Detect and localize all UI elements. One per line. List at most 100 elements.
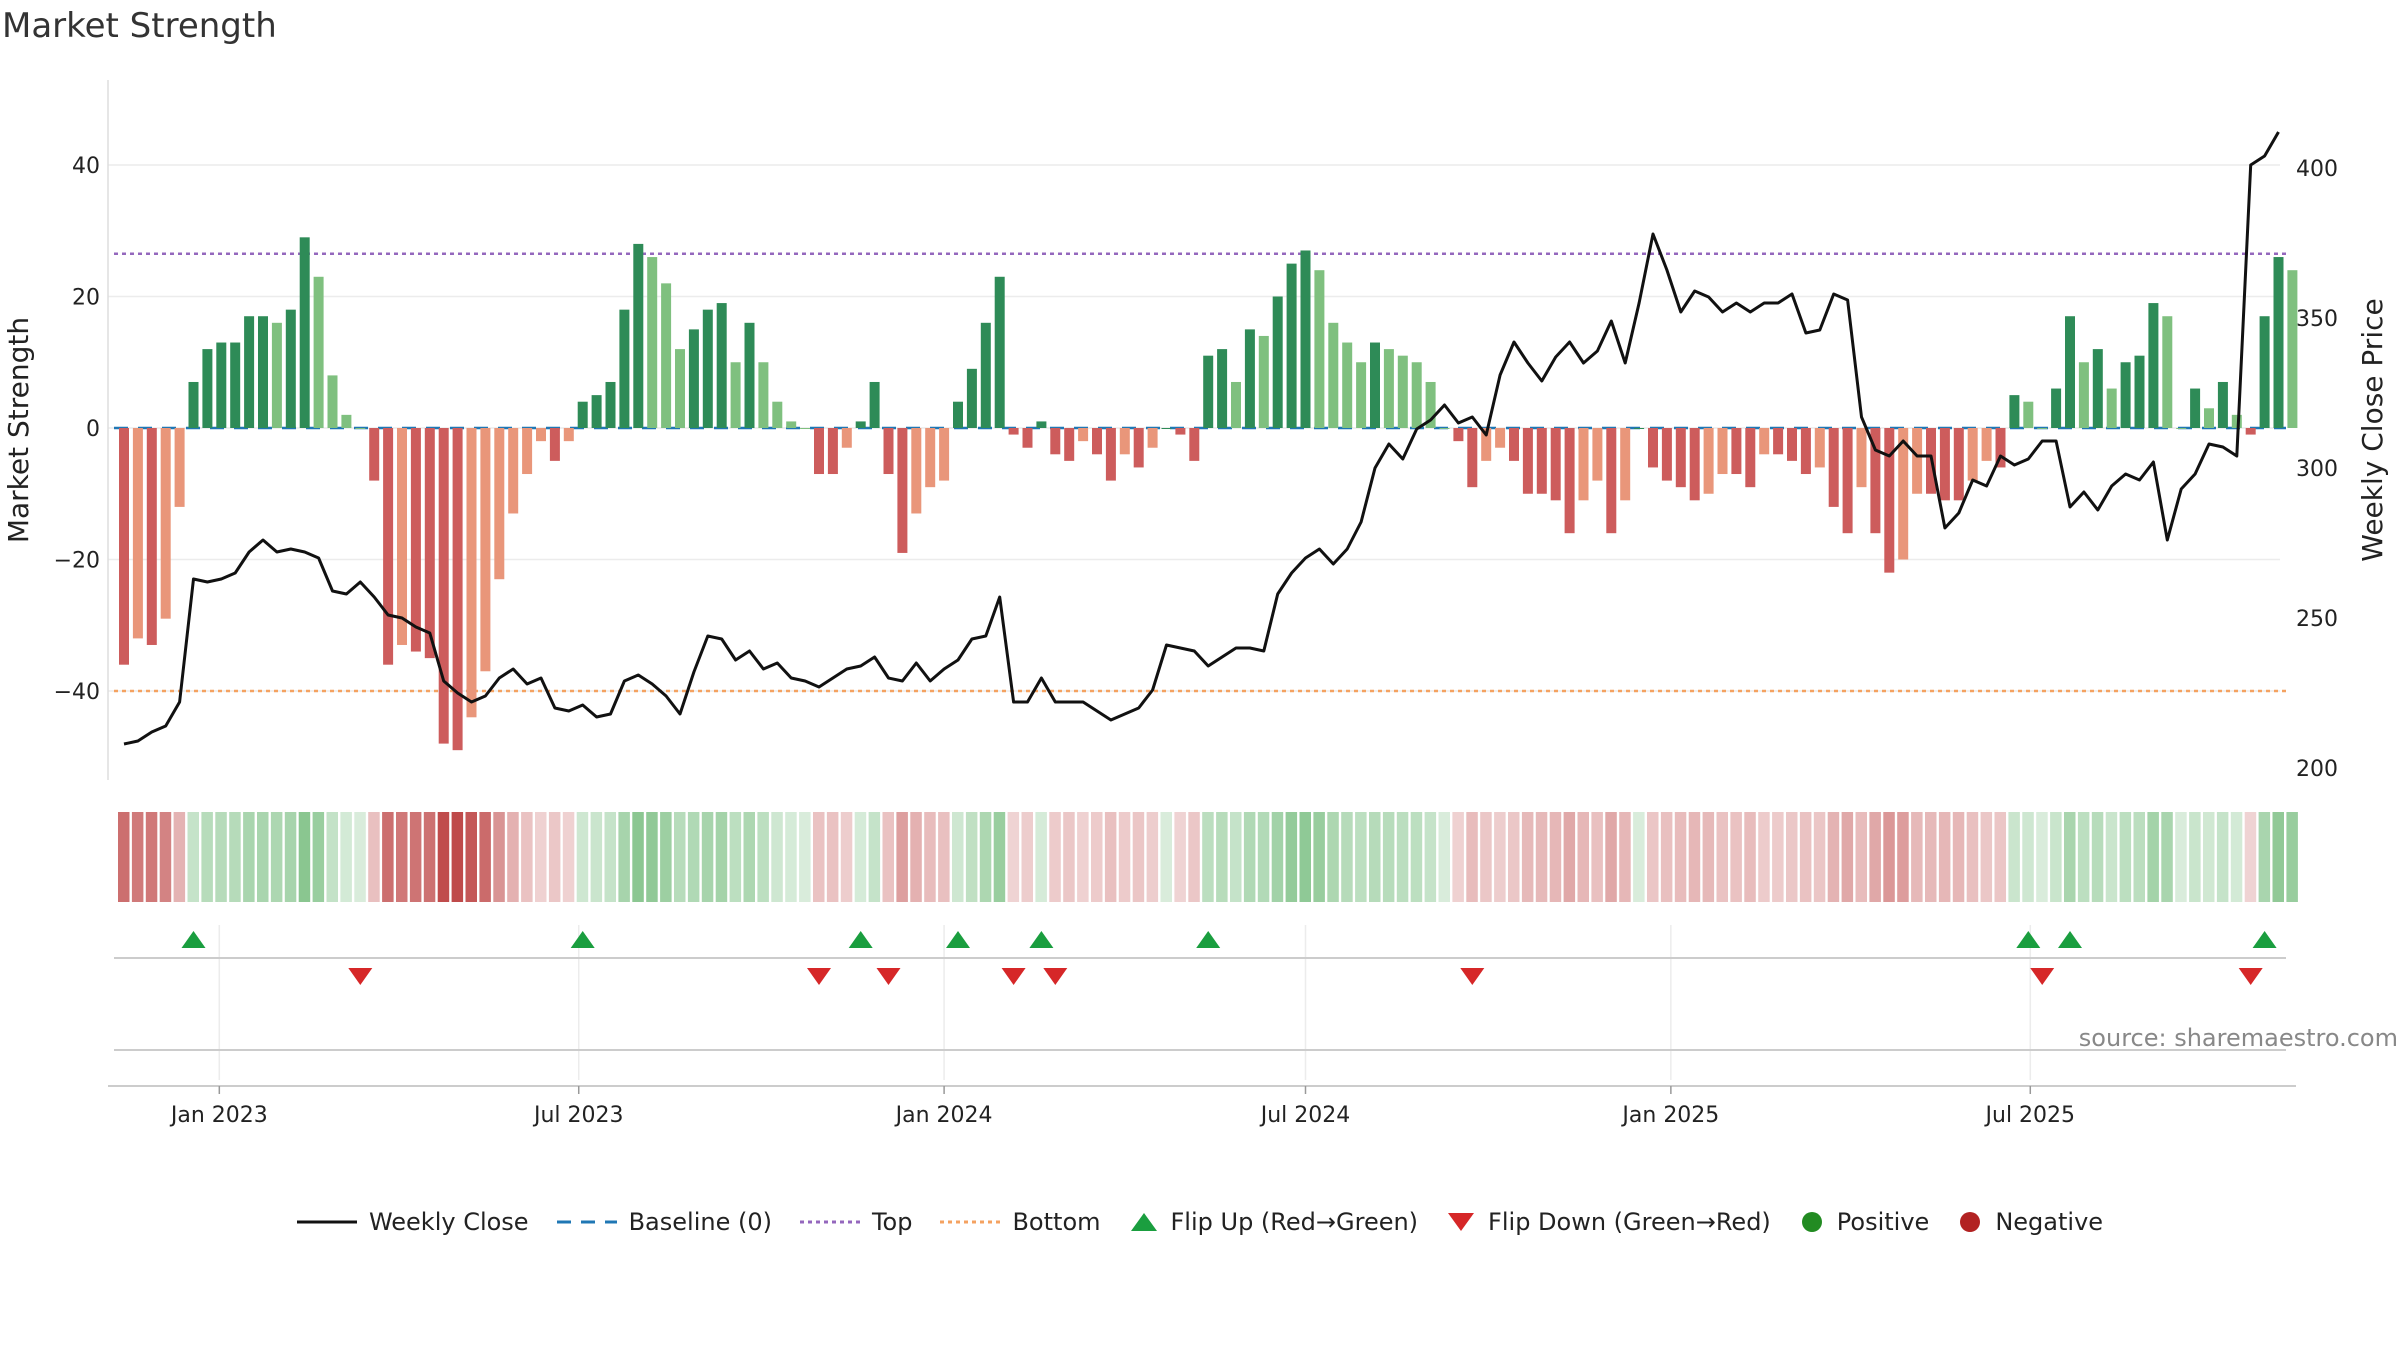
heat-cell <box>340 812 352 902</box>
strength-bar <box>577 401 588 428</box>
heat-cell <box>548 812 561 902</box>
y-tick-right: 200 <box>2296 757 2338 782</box>
heat-cell <box>1118 812 1131 902</box>
strength-bar <box>2273 257 2284 428</box>
strength-bar <box>410 428 421 652</box>
strength-bar <box>1717 428 1728 475</box>
strength-bar <box>758 362 769 428</box>
strength-bar <box>369 428 380 481</box>
legend-baseline: Baseline (0) <box>556 1208 772 1236</box>
strength-bar <box>2078 362 2089 428</box>
strength-bar <box>1884 428 1895 573</box>
strength-bar <box>1648 428 1658 468</box>
heat-cell <box>312 812 325 902</box>
strength-bar <box>953 401 963 428</box>
heat-cell <box>479 812 491 902</box>
heat-cell <box>1535 812 1548 902</box>
y-tick-right: 300 <box>2296 457 2338 482</box>
strength-bar <box>1411 362 1422 428</box>
strength-bar <box>1342 342 1353 428</box>
strength-bar <box>1467 428 1478 488</box>
strength-bar <box>132 428 143 639</box>
legend-label: Negative <box>1995 1208 2104 1236</box>
heat-cell <box>618 812 630 902</box>
heat-cell <box>507 812 519 902</box>
heat-cell <box>354 812 366 902</box>
heat-cell <box>409 812 422 902</box>
heat-cell <box>1410 812 1423 902</box>
legend-label: Weekly Close <box>368 1208 529 1236</box>
strength-bar <box>605 381 616 428</box>
strength-heat-strip <box>118 812 2298 902</box>
heat-cell <box>1216 812 1228 902</box>
heat-cell <box>590 812 603 902</box>
strength-bar <box>1675 428 1686 488</box>
heat-cell <box>1104 812 1117 902</box>
heat-cell <box>952 812 964 902</box>
strength-bar <box>702 309 713 428</box>
y-tick-left: 0 <box>86 417 100 442</box>
strength-bar <box>549 428 560 461</box>
heat-cell <box>729 812 742 902</box>
heat-cell <box>521 812 533 902</box>
heat-cell <box>1869 812 1881 902</box>
legend-negative: Negative <box>1957 1208 2103 1236</box>
heat-cell <box>1452 812 1464 902</box>
heat-cell <box>382 812 394 902</box>
heat-cell <box>882 812 894 902</box>
strength-bar <box>1133 428 1144 468</box>
heat-cell <box>465 812 477 902</box>
heat-cell <box>2022 812 2034 902</box>
strength-bar <box>2176 428 2187 429</box>
strength-bar <box>1689 428 1700 501</box>
flip-down-marker <box>2030 968 2055 985</box>
y-axis-label-right: Weekly Close Price <box>2356 298 2389 561</box>
heat-cell <box>813 812 825 902</box>
flip-up-marker <box>181 931 206 948</box>
heat-cell <box>826 812 839 902</box>
heat-cell <box>604 812 616 902</box>
strength-bar <box>1606 428 1617 534</box>
heat-cell <box>1230 812 1242 902</box>
heat-cell <box>1911 812 1923 902</box>
heat-cell <box>1883 812 1895 902</box>
y-tick-left: −40 <box>54 680 100 705</box>
heat-cell <box>1243 812 1256 902</box>
strength-bar <box>424 428 435 659</box>
heat-cell <box>1647 812 1659 902</box>
heat-cell <box>1077 812 1089 902</box>
strength-bar <box>633 243 644 428</box>
flip-up-marker <box>946 931 970 948</box>
heat-cell <box>979 812 992 902</box>
x-tick-label: Jul 2024 <box>1259 1103 1351 1128</box>
strength-bar <box>772 401 783 428</box>
heat-cell <box>1966 812 1979 902</box>
strength-bar <box>1092 428 1102 455</box>
strength-bar <box>1620 428 1631 501</box>
heat-cell <box>1508 812 1520 902</box>
strength-bar <box>480 428 491 672</box>
strength-bar <box>1509 428 1519 461</box>
strength-bar <box>1161 428 1172 429</box>
heat-cell <box>562 812 575 902</box>
heat-cell <box>1813 812 1826 902</box>
y-tick-right: 350 <box>2296 307 2338 332</box>
x-tick-label: Jan 2025 <box>1620 1103 1719 1128</box>
heat-cell <box>1341 812 1353 902</box>
strength-bar <box>522 428 533 475</box>
heat-cell <box>1841 812 1854 902</box>
strength-bar <box>438 428 449 744</box>
strength-bar <box>966 368 977 428</box>
strength-bar <box>1842 428 1853 534</box>
strength-bar <box>2162 316 2173 428</box>
legend-label: Baseline (0) <box>628 1208 772 1236</box>
heat-cell <box>1438 812 1450 902</box>
heat-cell <box>715 812 728 902</box>
heat-cell <box>1716 812 1728 902</box>
heat-cell <box>771 812 783 902</box>
heat-cell <box>868 812 881 902</box>
strength-bar <box>230 342 241 428</box>
heat-cell <box>1424 812 1437 902</box>
strength-bar <box>1119 428 1130 455</box>
